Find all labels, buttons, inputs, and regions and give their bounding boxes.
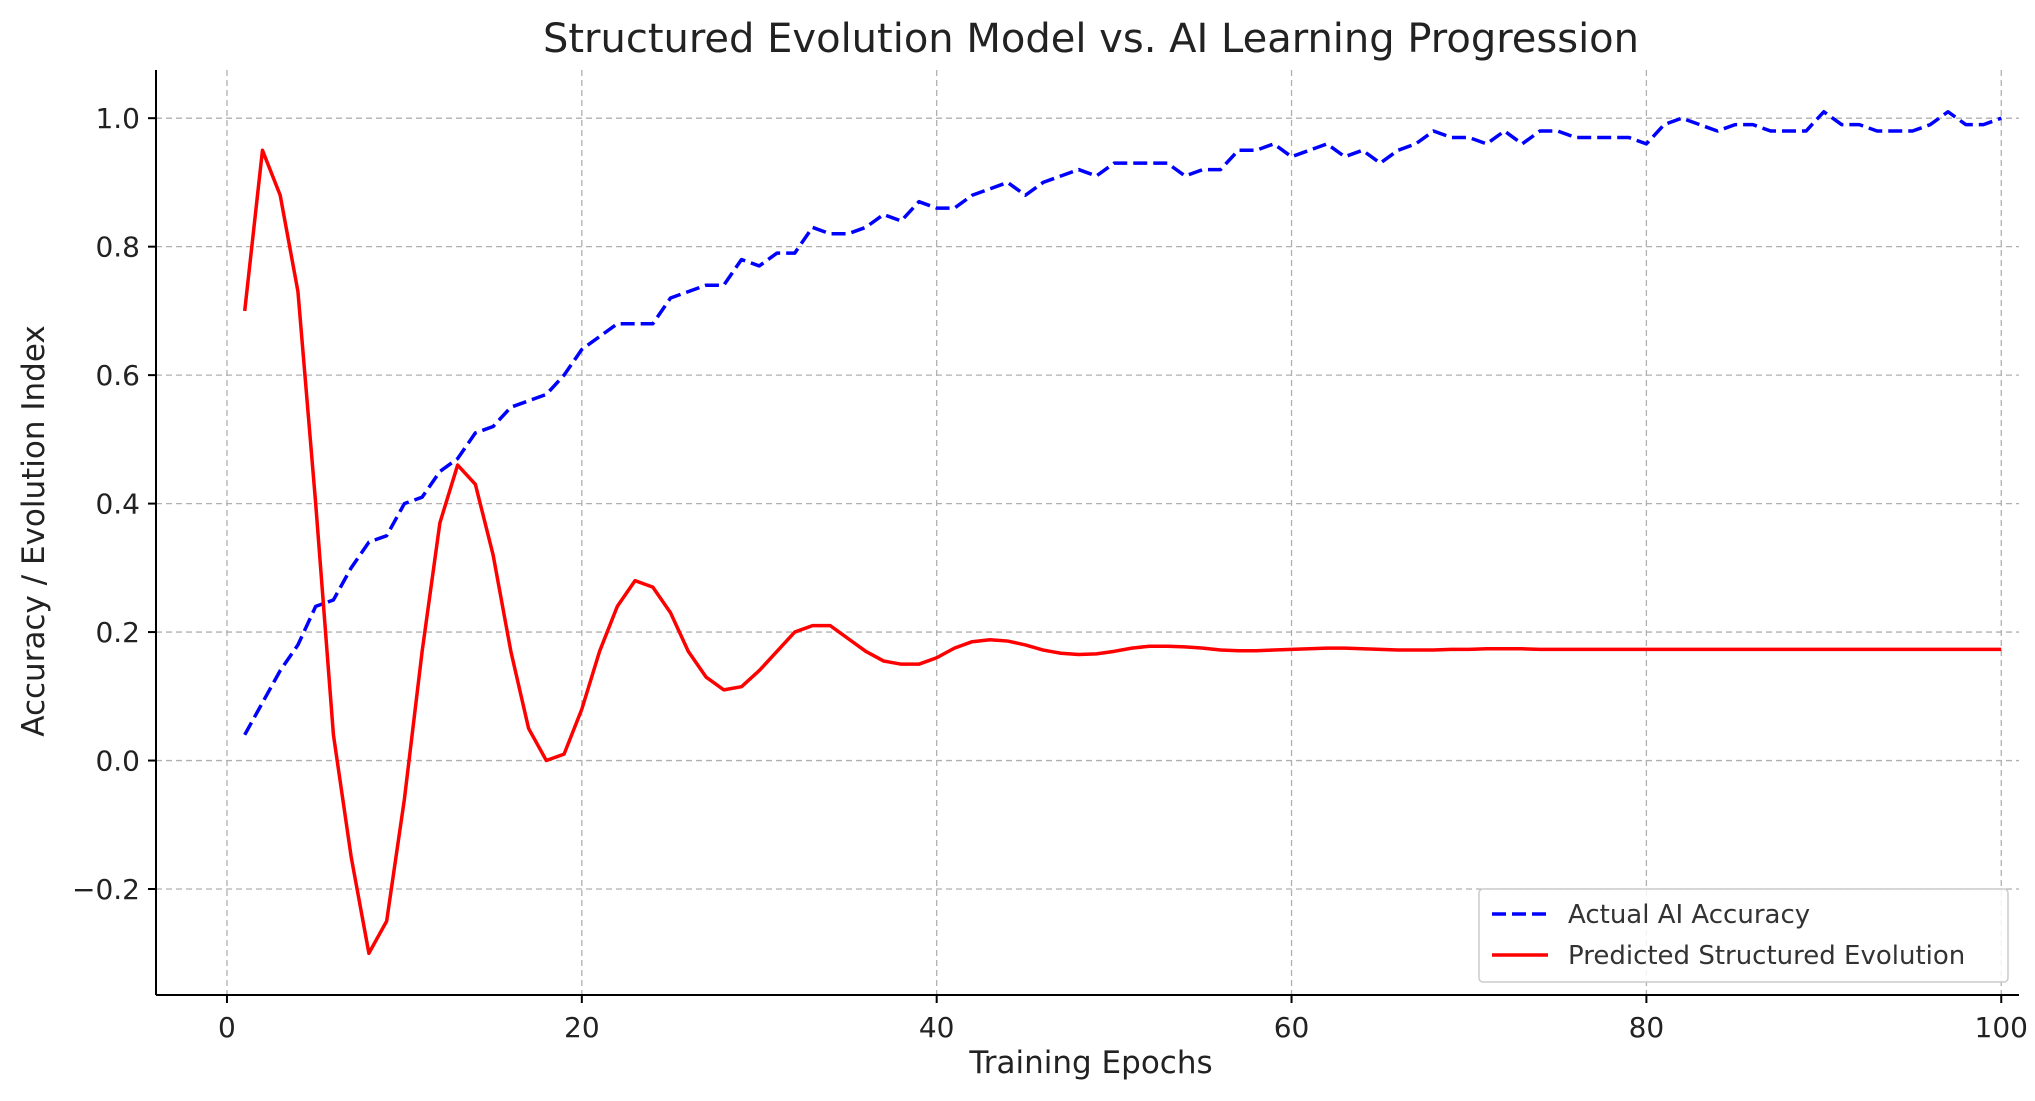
- y-tick-label: 0.4: [95, 488, 140, 521]
- legend-label-actual-ai-accuracy: Actual AI Accuracy: [1568, 900, 1810, 930]
- legend-label-predicted-structured-evolution: Predicted Structured Evolution: [1568, 941, 1965, 971]
- y-tick-label: 0.0: [95, 745, 140, 778]
- axis-ticks: 0 20 40 60 80 100 −0.2 0.0 0.2 0.4 0.6 0.8 1.0: [72, 102, 2028, 1044]
- series-line-predicted-structured-evolution: [242, 148, 2002, 955]
- axes: [155, 70, 2019, 996]
- y-tick-label: 0.8: [95, 231, 140, 264]
- series-lines: [242, 110, 2002, 955]
- y-tick-label: 1.0: [95, 102, 140, 135]
- x-tick-label: 20: [564, 1011, 600, 1044]
- x-tick-label: 60: [1274, 1011, 1310, 1044]
- y-axis-label: Accuracy / Evolution Index: [16, 325, 52, 736]
- x-tick-label: 100: [1975, 1011, 2028, 1044]
- legend: Actual AI Accuracy Predicted Structured …: [1478, 888, 2009, 983]
- x-tick-label: 40: [919, 1011, 955, 1044]
- chart-title: Structured Evolution Model vs. AI Learni…: [543, 16, 1639, 62]
- series-line-actual-ai-accuracy: [243, 110, 2002, 736]
- y-tick-label: −0.2: [72, 873, 140, 906]
- x-axis-label: Training Epochs: [968, 1045, 1212, 1081]
- y-tick-label: 0.6: [95, 359, 140, 392]
- y-tick-label: 0.2: [95, 616, 140, 649]
- x-tick-label: 0: [218, 1011, 236, 1044]
- legend-box: [1478, 888, 2009, 983]
- x-tick-label: 80: [1629, 1011, 1665, 1044]
- grid-lines: [156, 70, 2019, 995]
